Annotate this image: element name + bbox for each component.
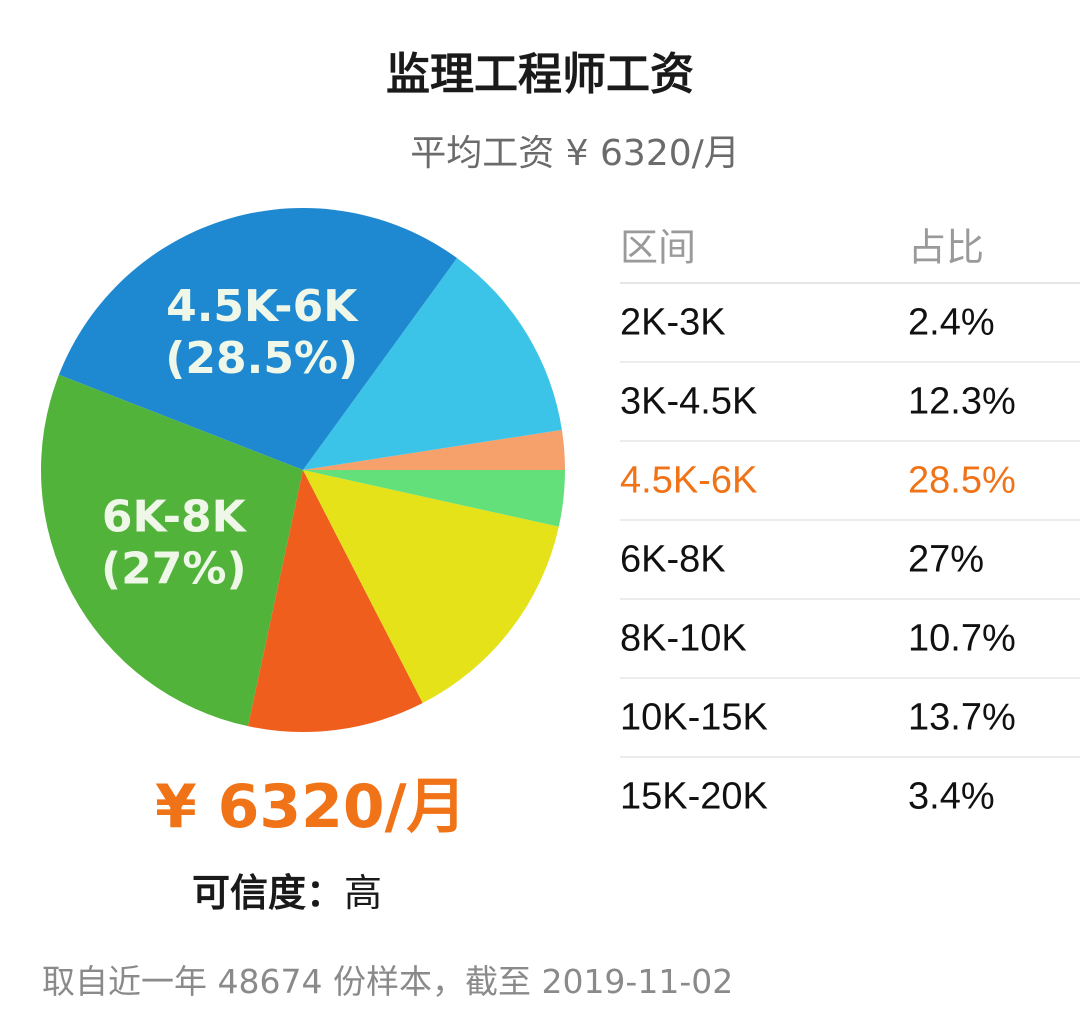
pie-slice-4.5k-6k [58,207,457,470]
credibility-value: 高 [344,871,383,915]
page-title: 监理工程师工资 [386,49,694,100]
pie-slice-6k-8k [40,374,303,727]
header-range: 区间 [620,225,697,269]
table-row: 15K-20K 3.4% [620,758,1080,835]
row-percent: 10.7% [908,617,1016,659]
row-percent: 12.3% [908,380,1016,422]
pie-label-4.5k-6k-percent: (28.5%) [165,333,358,384]
pie-slice-10k-15k [303,470,559,704]
header-percent: 占比 [908,225,985,269]
row-percent: 3.4% [908,775,995,817]
pie-slice-15k-20k [303,470,565,527]
pie-slice-2k-3k [303,429,565,470]
pie-label-6k-8k-range: 6K-8K [102,492,248,543]
row-percent: 27% [908,538,985,580]
credibility: 可信度：高 [192,862,382,917]
salary-distribution-table: 区间 占比 2K-3K 2.4% 3K-4.5K 12.3% 4.5K-6K 28.5% 6… [620,205,1080,835]
pie-label-4.5k-6k-range: 4.5K-6K [166,281,359,332]
row-percent: 13.7% [908,696,1016,738]
table-row: 10K-15K 13.7% [620,679,1080,758]
row-range: 3K-4.5K [620,380,758,422]
sample-footnote: 取自近一年 48674 份样本，截至 2019-11-02 [42,962,734,1001]
table-row: 8K-10K 10.7% [620,600,1080,679]
pie-label-6k-8k-percent: (27%) [101,544,247,595]
table-row: 3K-4.5K 12.3% [620,363,1080,442]
table-body: 2K-3K 2.4% 3K-4.5K 12.3% 4.5K-6K 28.5% 6K-8K 27… [620,284,1080,835]
table-row: 6K-8K 27% [620,521,1080,600]
row-range: 8K-10K [620,617,747,659]
average-salary-subtitle: 平均工资 ¥ 6320/月 [410,133,740,174]
pie-slice-8k-10k [247,470,423,732]
row-range: 6K-8K [620,538,726,580]
table-row: 4.5K-6K 28.5% [620,442,1080,521]
row-percent: 28.5% [908,459,1016,501]
row-range: 10K-15K [620,696,768,738]
table-header: 区间 占比 [620,205,1080,284]
table-row: 2K-3K 2.4% [620,284,1080,363]
row-range: 15K-20K [620,775,768,817]
salary-pie-chart: 4.5K-6K(28.5%) 6K-8K(27%) [40,207,565,732]
credibility-label: 可信度： [192,871,345,915]
average-salary-value: ¥ 6320/月 [155,772,467,842]
row-range: 2K-3K [620,301,726,343]
row-percent: 2.4% [908,301,995,343]
row-range: 4.5K-6K [620,459,758,501]
pie-slice-3k-4.5k [303,258,562,470]
